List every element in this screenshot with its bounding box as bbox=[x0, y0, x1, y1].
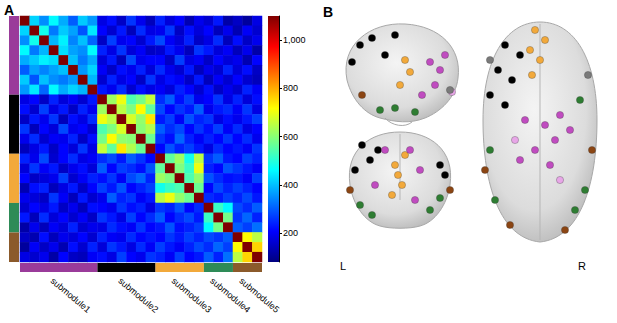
svg-text:L: L bbox=[340, 260, 346, 272]
svg-text:400: 400 bbox=[283, 180, 298, 190]
svg-text:submodule4: submodule4 bbox=[208, 275, 253, 315]
svg-text:submodule1: submodule1 bbox=[49, 276, 93, 315]
svg-text:A: A bbox=[4, 2, 14, 18]
svg-text:1,000: 1,000 bbox=[283, 35, 306, 45]
svg-text:submodule3: submodule3 bbox=[170, 276, 214, 315]
svg-text:800: 800 bbox=[283, 83, 298, 93]
svg-text:200: 200 bbox=[283, 228, 298, 238]
svg-text:B: B bbox=[323, 4, 333, 20]
svg-text:600: 600 bbox=[283, 132, 298, 142]
svg-text:submodule2: submodule2 bbox=[116, 276, 160, 315]
svg-text:submodule5: submodule5 bbox=[237, 276, 281, 315]
svg-text:R: R bbox=[578, 260, 586, 272]
